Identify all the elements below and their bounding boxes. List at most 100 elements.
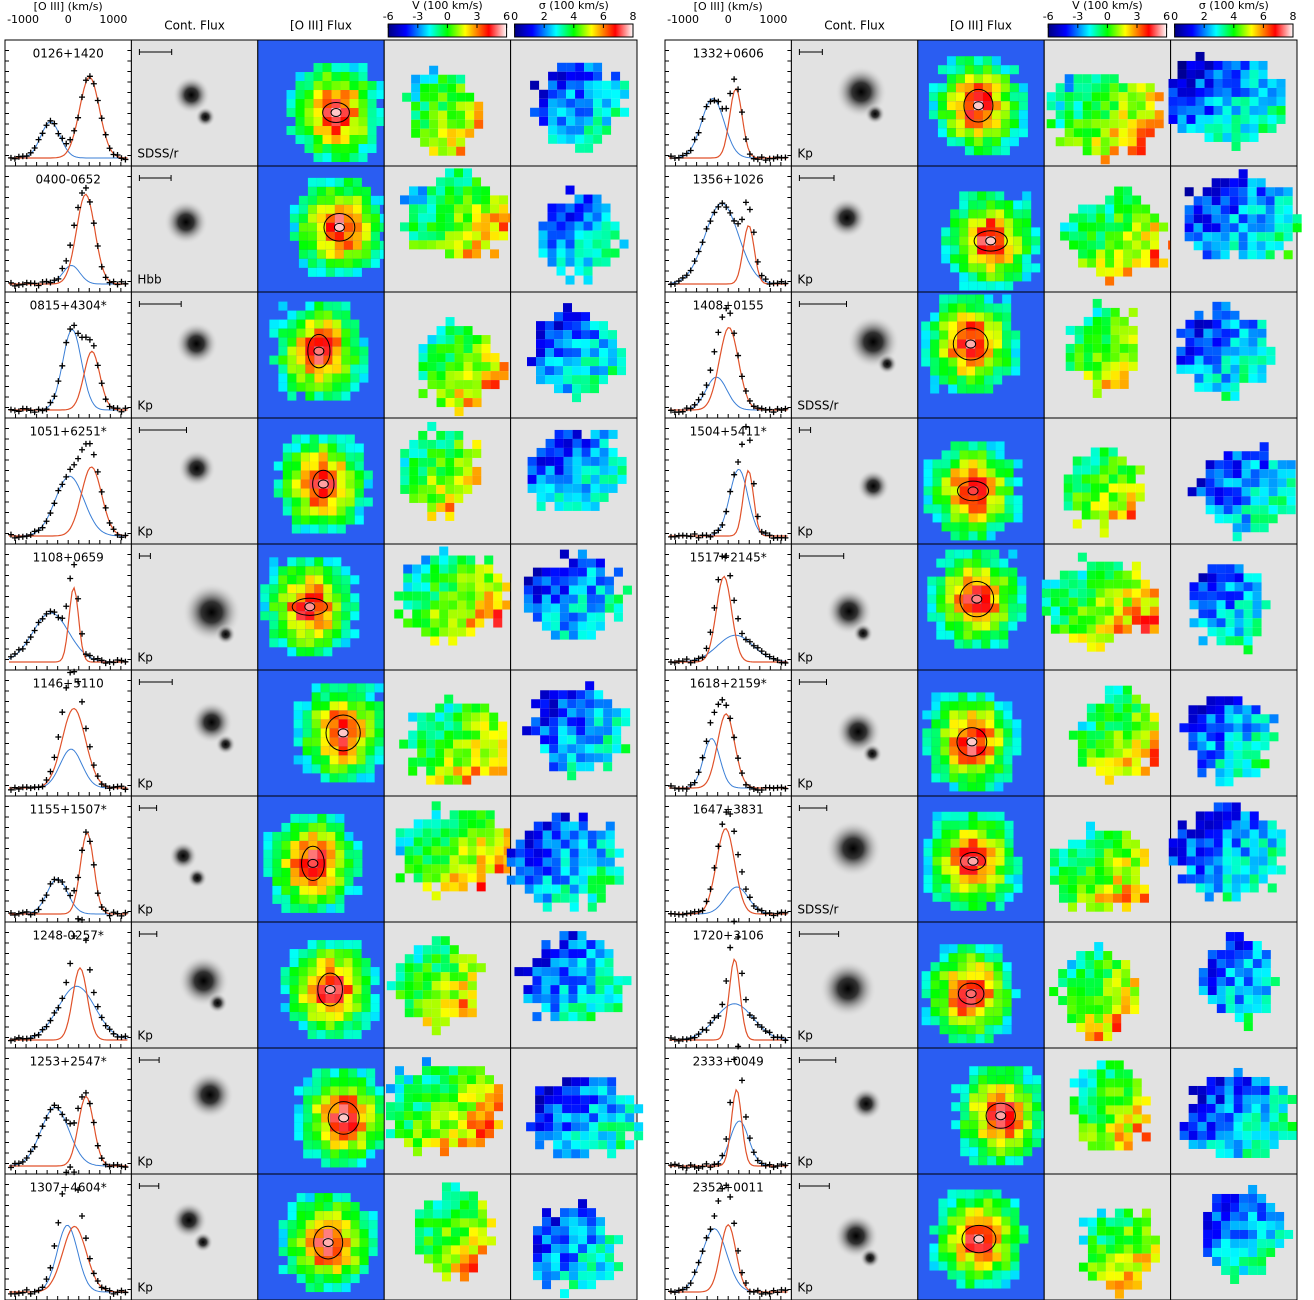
object-name: 0400-0652 bbox=[35, 173, 100, 187]
map-pixel bbox=[502, 582, 512, 592]
map-pixel bbox=[432, 1263, 442, 1273]
map-pixel bbox=[454, 362, 464, 372]
scale-bar bbox=[798, 553, 845, 559]
data-cross bbox=[106, 1163, 113, 1170]
flux-pixel bbox=[1002, 348, 1012, 358]
map-pixel bbox=[586, 630, 596, 640]
map-pixel bbox=[536, 375, 546, 385]
flux-pixel bbox=[305, 319, 315, 329]
map-pixel bbox=[481, 362, 491, 372]
flux-pixel bbox=[298, 1003, 308, 1013]
flux-pixel bbox=[320, 764, 330, 774]
map-pixel bbox=[439, 600, 449, 610]
map-pixel bbox=[548, 134, 558, 144]
map-pixel bbox=[444, 721, 454, 731]
flux-pixel bbox=[336, 443, 346, 453]
map-pixel bbox=[613, 1003, 623, 1013]
data-cross bbox=[731, 217, 738, 224]
map-pixel bbox=[466, 1066, 476, 1076]
flux-pixel bbox=[304, 108, 314, 118]
map-pixel bbox=[549, 690, 559, 700]
flux-pixel bbox=[955, 74, 965, 84]
flux-pixel bbox=[993, 321, 1003, 331]
map-pixel bbox=[563, 357, 573, 367]
data-cross bbox=[23, 1286, 30, 1293]
flux-pixel bbox=[352, 177, 362, 187]
data-cross bbox=[703, 103, 710, 110]
data-cross bbox=[55, 733, 62, 740]
map-pixel bbox=[427, 502, 437, 512]
flux-pixel bbox=[995, 191, 1005, 201]
data-cross bbox=[19, 281, 26, 288]
map-pixel bbox=[560, 812, 570, 822]
data-cross bbox=[727, 310, 734, 317]
flux-pixel bbox=[313, 63, 323, 73]
map-pixel bbox=[490, 195, 500, 205]
map-pixel bbox=[467, 810, 477, 820]
data-cross bbox=[742, 199, 749, 206]
sigma-panel bbox=[510, 291, 638, 419]
flux-pixel bbox=[298, 231, 308, 241]
flux-pixel bbox=[356, 746, 366, 756]
data-cross bbox=[723, 508, 730, 515]
data-cross bbox=[51, 1009, 58, 1016]
continuum-panel: SDSS/r bbox=[130, 39, 259, 167]
map-pixel bbox=[601, 212, 611, 222]
flux-pixel bbox=[948, 321, 958, 331]
flux-pixel bbox=[966, 357, 976, 367]
map-pixel bbox=[551, 884, 561, 894]
map-pixel bbox=[589, 1122, 599, 1132]
map-pixel bbox=[547, 239, 557, 249]
map-pixel bbox=[1232, 469, 1242, 479]
data-cross bbox=[774, 657, 781, 664]
flux-pixel bbox=[968, 218, 978, 228]
map-pixel bbox=[541, 958, 551, 968]
map-pixel bbox=[583, 239, 593, 249]
image-label: Kp bbox=[797, 651, 813, 665]
map-pixel bbox=[1105, 213, 1115, 223]
flux-pixel bbox=[975, 384, 985, 394]
map-pixel bbox=[413, 864, 423, 874]
data-cross bbox=[715, 203, 722, 210]
map-pixel bbox=[485, 828, 495, 838]
map-pixel bbox=[471, 703, 481, 713]
flux-pixel bbox=[347, 710, 357, 720]
map-pixel bbox=[1249, 132, 1259, 142]
map-pixel bbox=[466, 1138, 476, 1148]
flux-pixel bbox=[357, 1104, 367, 1114]
flux-pixel bbox=[316, 940, 326, 950]
map-pixel bbox=[625, 1104, 635, 1114]
data-cross bbox=[71, 127, 78, 134]
data-cross bbox=[39, 1123, 46, 1130]
flux-pixel bbox=[365, 683, 375, 693]
map-pixel bbox=[587, 893, 597, 903]
map-pixel bbox=[1128, 352, 1138, 362]
flux-pixel bbox=[939, 312, 949, 322]
data-cross bbox=[707, 218, 714, 225]
map-pixel bbox=[581, 501, 591, 511]
flux-pixel bbox=[314, 1202, 324, 1212]
map-pixel bbox=[438, 128, 448, 138]
flux-pixel bbox=[356, 728, 366, 738]
map-pixel bbox=[536, 366, 546, 376]
flux-pixel bbox=[323, 301, 333, 311]
map-pixel bbox=[445, 326, 455, 336]
map-pixel bbox=[1136, 137, 1146, 147]
map-pixel bbox=[445, 371, 455, 381]
map-pixel bbox=[1110, 334, 1120, 344]
flux-pixel bbox=[312, 1113, 322, 1123]
map-pixel bbox=[562, 1086, 572, 1096]
spectrum-tick-label: 1000 bbox=[759, 13, 787, 26]
map-pixel bbox=[553, 1122, 563, 1132]
map-pixel bbox=[1232, 505, 1242, 515]
map-pixel bbox=[493, 618, 503, 628]
data-cross bbox=[51, 609, 58, 616]
map-pixel bbox=[412, 1138, 422, 1148]
flux-pixel bbox=[334, 1003, 344, 1013]
map-pixel bbox=[1064, 119, 1074, 129]
map-pixel bbox=[601, 230, 611, 240]
flux-pixel bbox=[332, 1193, 342, 1203]
map-pixel bbox=[1177, 114, 1187, 124]
map-pixel bbox=[560, 1244, 570, 1254]
map-pixel bbox=[545, 348, 555, 358]
